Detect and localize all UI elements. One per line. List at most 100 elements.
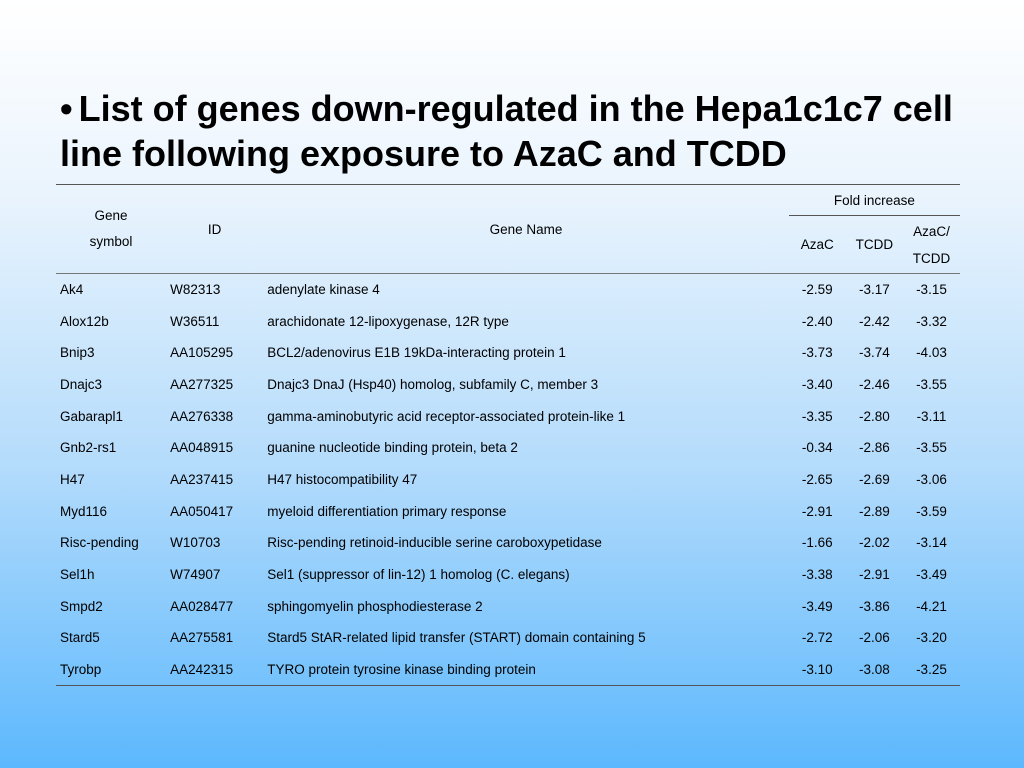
cell-gene-symbol: Risc-pending <box>60 535 139 551</box>
cell-gene-symbol: Ak4 <box>60 282 84 298</box>
cell-azac-tcdd: -3.32 <box>916 313 947 329</box>
cell-gene-symbol: Gnb2-rs1 <box>60 440 117 456</box>
cell-id: AA237415 <box>170 471 234 487</box>
cell-gene-symbol: Stard5 <box>60 630 100 646</box>
cell-azac-tcdd: -3.59 <box>916 503 947 519</box>
title-text: List of genes down-regulated in the Hepa… <box>60 88 953 174</box>
table-row: Gnb2-rs1 AA048915 guanine nucleotide bindi… <box>56 432 960 464</box>
table-row: H47 AA237415 H47 histocompatibility 47 -2.6… <box>56 464 960 496</box>
table-row: Tyrobp AA242315 TYRO protein tyrosine kina… <box>56 653 960 686</box>
cell-id: AA277325 <box>170 376 234 392</box>
cell-gene-symbol: Smpd2 <box>60 598 103 614</box>
cell-gene-name: Sel1 (suppressor of lin-12) 1 homolog (C… <box>267 567 570 583</box>
cell-gene-symbol: Tyrobp <box>56 653 167 686</box>
title-bullet: • <box>60 88 73 129</box>
cell-azac: -2.72 <box>801 630 833 646</box>
cell-azac-tcdd: -3.20 <box>916 630 947 646</box>
table-row: Stard5 AA275581 Stard5 StAR-related lipid … <box>56 622 960 654</box>
cell-gene-name: gamma-aminobutyric acid receptor-associa… <box>267 408 626 424</box>
table-row: Bnip3 AA105295 BCL2/adenovirus E1B 19kDa-i… <box>56 337 960 369</box>
header-gene-symbol: Gene symbol <box>56 184 167 274</box>
cell-azac: -2.59 <box>801 282 833 298</box>
header-id: ID <box>166 184 264 274</box>
header-azac: AzaC <box>788 215 846 274</box>
cell-gene-name: Dnajc3 DnaJ (Hsp40) homolog, subfamily C… <box>267 376 599 392</box>
cell-gene-symbol: H47 <box>60 471 85 487</box>
table-row: Sel1h W74907 Sel1 (suppressor of lin-12) 1… <box>56 559 960 591</box>
cell-gene-symbol: Alox12b <box>60 313 109 329</box>
header-gene-name: Gene Name <box>263 184 789 274</box>
slide-title: • List of genes down-regulated in the Hep… <box>60 86 980 176</box>
cell-tcdd: -2.42 <box>858 313 890 329</box>
cell-id: AA050417 <box>170 503 234 519</box>
header-azac-tcdd-line2: TCDD <box>912 250 951 266</box>
cell-tcdd: -2.89 <box>858 503 890 519</box>
cell-gene-name: myeloid differentiation primary response <box>267 503 507 519</box>
cell-azac: -0.34 <box>801 440 833 456</box>
cell-tcdd: -3.86 <box>858 598 890 614</box>
gene-table: Gene symbol ID Gene Name Fold increase A… <box>56 184 960 686</box>
cell-id: W74907 <box>170 567 221 583</box>
cell-azac: -3.49 <box>801 598 833 614</box>
cell-tcdd: -2.06 <box>858 630 890 646</box>
table-row: Dnajc3 AA277325 Dnajc3 DnaJ (Hsp40) homolo… <box>56 369 960 401</box>
table-row: Myd116 AA050417 myeloid differentiation pr… <box>56 495 960 527</box>
cell-azac-tcdd: -3.11 <box>916 408 947 424</box>
table-body: Ak4 W82313 adenylate kinase 4 -2.59 -3.17 -3.… <box>56 274 960 686</box>
cell-azac: -2.65 <box>801 471 833 487</box>
cell-azac-tcdd: -3.14 <box>916 535 947 551</box>
header-azac-tcdd-line1: AzaC/ <box>913 223 950 239</box>
cell-gene-symbol: Dnajc3 <box>60 376 103 392</box>
header-gene-symbol-line1: Gene <box>94 208 128 223</box>
cell-tcdd: -2.91 <box>858 567 890 583</box>
header-azac-tcdd: AzaC/ TCDD <box>902 215 960 274</box>
cell-gene-symbol: Bnip3 <box>60 345 95 361</box>
cell-gene-name: arachidonate 12-lipoxygenase, 12R type <box>267 313 509 329</box>
cell-tcdd: -2.69 <box>858 471 890 487</box>
cell-gene-name: TYRO protein tyrosine kinase binding pro… <box>263 653 789 686</box>
cell-gene-name: guanine nucleotide binding protein, beta… <box>267 440 518 456</box>
cell-id: AA048915 <box>170 440 234 456</box>
cell-azac: -2.91 <box>801 503 833 519</box>
cell-azac-tcdd: -3.15 <box>916 282 947 298</box>
cell-tcdd: -3.08 <box>845 653 903 686</box>
table-row: Ak4 W82313 adenylate kinase 4 -2.59 -3.17 -3.… <box>56 274 960 306</box>
table-header: Gene symbol ID Gene Name Fold increase A… <box>56 184 960 274</box>
cell-azac: -3.35 <box>801 408 833 424</box>
cell-azac-tcdd: -3.49 <box>916 567 947 583</box>
cell-gene-name: BCL2/adenovirus E1B 19kDa-interacting pr… <box>267 345 566 361</box>
cell-id: W10703 <box>170 535 221 551</box>
table-row: Risc-pending W10703 Risc-pending retinoid-… <box>56 527 960 559</box>
table-row: Gabarapl1 AA276338 gamma-aminobutyric acid… <box>56 400 960 432</box>
header-fold-increase: Fold increase <box>788 184 960 216</box>
table-row: Alox12b W36511 arachidonate 12-lipoxygenas… <box>56 305 960 337</box>
cell-gene-symbol: Myd116 <box>60 503 108 519</box>
cell-id: AA105295 <box>170 345 234 361</box>
cell-gene-symbol: Sel1h <box>60 567 95 583</box>
cell-id: AA275581 <box>170 630 234 646</box>
cell-azac: -3.38 <box>801 567 833 583</box>
cell-azac: -3.73 <box>801 345 833 361</box>
cell-azac-tcdd: -3.25 <box>902 653 960 686</box>
cell-azac: -3.10 <box>788 653 846 686</box>
cell-azac-tcdd: -3.55 <box>916 440 947 456</box>
cell-id: W82313 <box>170 282 221 298</box>
cell-id: AA242315 <box>166 653 264 686</box>
cell-azac-tcdd: -4.03 <box>916 345 947 361</box>
cell-tcdd: -2.80 <box>858 408 890 424</box>
cell-tcdd: -2.02 <box>858 535 890 551</box>
cell-id: AA028477 <box>170 598 234 614</box>
cell-azac: -2.40 <box>801 313 833 329</box>
cell-gene-name: Stard5 StAR-related lipid transfer (STAR… <box>267 630 646 646</box>
cell-tcdd: -3.74 <box>858 345 890 361</box>
cell-azac: -3.40 <box>801 376 833 392</box>
cell-azac-tcdd: -3.55 <box>916 376 947 392</box>
cell-id: W36511 <box>170 313 220 329</box>
cell-azac-tcdd: -4.21 <box>916 598 947 614</box>
cell-gene-name: Risc-pending retinoid-inducible serine c… <box>267 535 602 551</box>
cell-gene-name: adenylate kinase 4 <box>267 282 380 298</box>
cell-azac: -1.66 <box>801 535 833 551</box>
cell-id: AA276338 <box>170 408 234 424</box>
cell-tcdd: -3.17 <box>858 282 890 298</box>
cell-tcdd: -2.46 <box>858 376 890 392</box>
